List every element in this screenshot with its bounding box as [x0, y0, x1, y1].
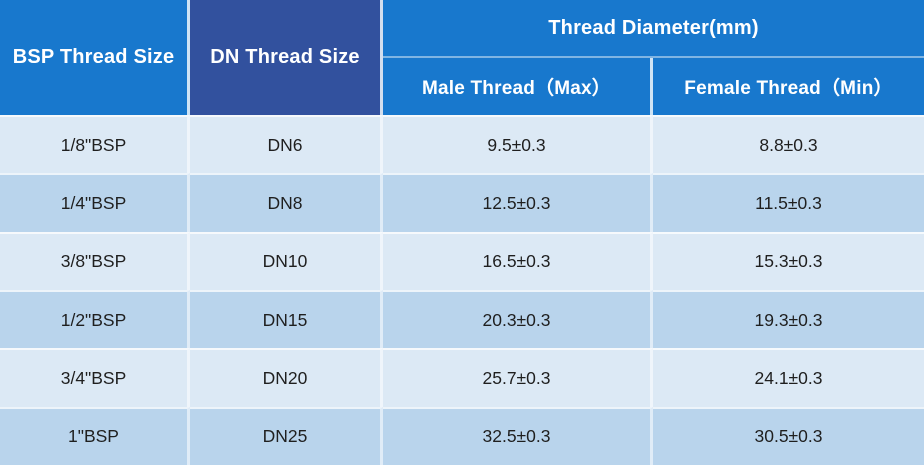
cell-dn: DN10 [190, 231, 383, 290]
cell-dn: DN8 [190, 173, 383, 232]
header-female-thread-min: Female Thread（Min） [653, 58, 924, 115]
table-row: 1"BSP DN25 32.5±0.3 30.5±0.3 [0, 406, 924, 465]
cell-bsp: 1/4"BSP [0, 173, 190, 232]
table-row: 3/8"BSP DN10 16.5±0.3 15.3±0.3 [0, 231, 924, 290]
cell-male: 9.5±0.3 [383, 115, 653, 174]
cell-bsp: 1/2"BSP [0, 289, 190, 349]
cell-dn: DN6 [190, 115, 383, 174]
header-dn-thread-size: DN Thread Size [190, 0, 383, 115]
cell-dn: DN25 [190, 406, 383, 465]
cell-bsp: 3/4"BSP [0, 348, 190, 407]
table-row: 3/4"BSP DN20 25.7±0.3 24.1±0.3 [0, 348, 924, 407]
header-bsp-thread-size: BSP Thread Size [0, 0, 190, 115]
cell-female: 8.8±0.3 [653, 115, 924, 174]
cell-bsp: 1"BSP [0, 406, 190, 465]
cell-female: 24.1±0.3 [653, 348, 924, 407]
table-row: 1/8"BSP DN6 9.5±0.3 8.8±0.3 [0, 115, 924, 174]
cell-dn: DN15 [190, 289, 383, 349]
cell-female: 19.3±0.3 [653, 289, 924, 349]
cell-female: 15.3±0.3 [653, 231, 924, 290]
cell-male: 16.5±0.3 [383, 231, 653, 290]
table-body: 1/8"BSP DN6 9.5±0.3 8.8±0.3 1/4"BSP DN8 … [0, 115, 924, 465]
table-row: 1/2"BSP DN15 20.3±0.3 19.3±0.3 [0, 289, 924, 349]
cell-female: 30.5±0.3 [653, 406, 924, 465]
cell-bsp: 3/8"BSP [0, 231, 190, 290]
table-header: BSP Thread Size DN Thread Size Thread Di… [0, 0, 924, 115]
cell-dn: DN20 [190, 348, 383, 407]
cell-male: 20.3±0.3 [383, 289, 653, 349]
header-male-thread-max: Male Thread（Max） [383, 58, 653, 115]
table-row: 1/4"BSP DN8 12.5±0.3 11.5±0.3 [0, 173, 924, 232]
cell-male: 32.5±0.3 [383, 406, 653, 465]
cell-male: 25.7±0.3 [383, 348, 653, 407]
cell-female: 11.5±0.3 [653, 173, 924, 232]
cell-male: 12.5±0.3 [383, 173, 653, 232]
header-thread-diameter-group: Thread Diameter(mm) [383, 0, 924, 58]
cell-bsp: 1/8"BSP [0, 115, 190, 174]
